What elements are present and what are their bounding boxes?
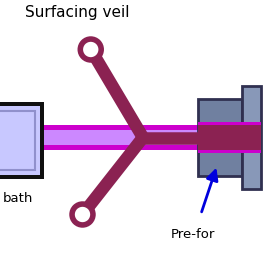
Bar (0, 102, 44, 179)
Bar (198, 125, 261, 150)
Text: bath: bath (3, 192, 33, 205)
Circle shape (72, 204, 93, 225)
Bar (242, 86, 261, 189)
Bar (44, 130, 242, 145)
Text: Pre-for: Pre-for (170, 228, 215, 241)
Bar (198, 99, 242, 176)
Bar (0, 106, 40, 175)
Bar (44, 125, 242, 150)
Text: Surfacing veil: Surfacing veil (25, 6, 129, 21)
Circle shape (80, 39, 101, 60)
Bar (198, 122, 261, 153)
Bar (0, 111, 35, 170)
